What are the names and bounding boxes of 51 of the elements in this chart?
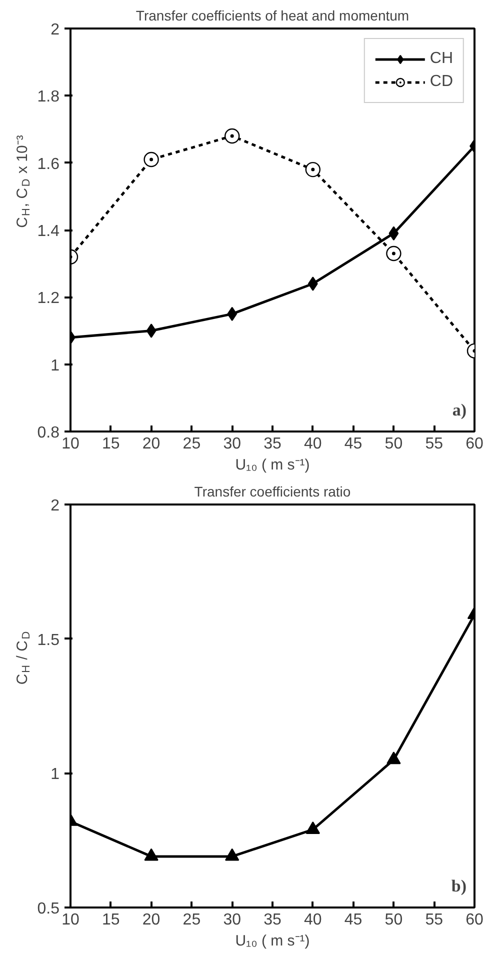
y-tick-label: 1.4 [37, 223, 60, 240]
x-tick-label: 30 [223, 436, 242, 452]
x-tick-label: 40 [304, 436, 322, 452]
point [386, 246, 402, 262]
x-tick-label: 45 [344, 436, 362, 452]
y-tick-label: 0.5 [37, 900, 60, 918]
x-tick-label: 25 [182, 436, 201, 452]
point [227, 306, 238, 322]
y-tick-label: 1.8 [37, 88, 60, 106]
x-tick-label: 60 [466, 436, 484, 452]
x-tick-label: 10 [62, 436, 80, 452]
x-tick-label: 60 [466, 912, 484, 928]
y-axis-title: CH, CD x 10⁻³ [14, 135, 32, 228]
point [144, 152, 159, 168]
x-tick-label: 45 [344, 912, 362, 928]
legend-label: CD [430, 73, 453, 91]
x-tick-label: 15 [102, 436, 120, 452]
x-tick-label: 30 [223, 912, 242, 928]
y-tick-label: 1.2 [37, 290, 60, 308]
x-tick-label: 55 [425, 436, 444, 452]
x-tick-label: 50 [384, 912, 403, 928]
y-axis-title: CH / CD [14, 631, 32, 685]
x-tick-label: 35 [264, 436, 282, 452]
x-tick-label: 50 [384, 436, 403, 452]
y-tick-label: 2 [50, 22, 60, 38]
y-tick-label: 1.6 [37, 156, 60, 173]
x-axis-title: U₁₀ ( m s⁻¹) [235, 456, 310, 474]
y-tick-label: 1 [50, 766, 60, 784]
legend-label: CH [430, 50, 453, 68]
y-tick-label: 2 [50, 498, 60, 514]
x-tick-label: 55 [425, 912, 444, 928]
y-tick-label: 1 [50, 357, 60, 374]
x-tick-label: 20 [142, 912, 160, 928]
x-tick-label: 15 [102, 912, 120, 928]
annotation: a) [452, 400, 467, 420]
annotation: b) [451, 876, 467, 896]
x-tick-label: 20 [142, 436, 160, 452]
y-tick-label: 1.5 [37, 632, 60, 649]
x-tick-label: 25 [182, 912, 201, 928]
point [146, 324, 156, 338]
point [305, 162, 320, 178]
y-tick-label: 0.8 [37, 424, 60, 442]
x-tick-label: 40 [304, 912, 322, 928]
point [224, 128, 240, 144]
chart-title: Transfer coefficients ratio [194, 484, 351, 500]
x-tick-label: 35 [264, 912, 282, 928]
x-axis-title: U₁₀ ( m s⁻¹) [235, 932, 310, 950]
point [308, 276, 318, 291]
x-tick-label: 10 [62, 912, 80, 928]
point [388, 226, 399, 240]
chart-title: Transfer coefficients of heat and momentum [136, 8, 410, 24]
